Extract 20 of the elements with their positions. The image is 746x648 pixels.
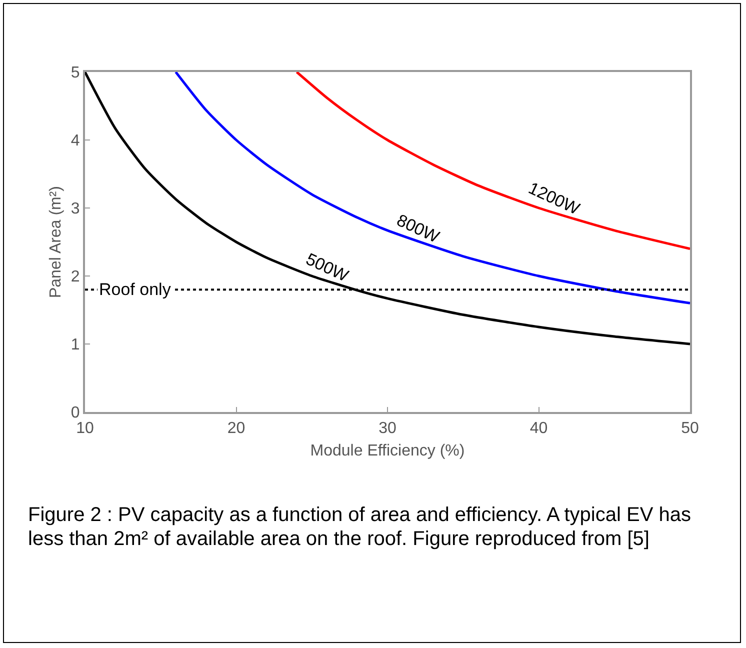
y-tick-label: 2 bbox=[70, 268, 80, 286]
line-series bbox=[85, 72, 690, 346]
annotation: 500W bbox=[303, 250, 352, 286]
x-tick-label: 20 bbox=[227, 420, 246, 438]
x-tick-label: 30 bbox=[378, 420, 396, 438]
x-tick-label: 10 bbox=[76, 420, 94, 438]
y-tick-label: 4 bbox=[70, 132, 80, 150]
annotation: 800W bbox=[394, 210, 442, 247]
y-tick-label: 5 bbox=[70, 64, 80, 82]
y-tick-label: 0 bbox=[70, 404, 80, 422]
ref-line-label: Roof only bbox=[99, 280, 172, 299]
line-series bbox=[296, 72, 690, 250]
x-tick-label: 40 bbox=[530, 420, 548, 438]
line-series bbox=[174, 72, 690, 304]
y-tick-label: 3 bbox=[70, 200, 80, 218]
x-tick-label: 50 bbox=[681, 420, 699, 438]
x-axis-title: Module Efficiency (%) bbox=[310, 442, 465, 460]
y-axis-title: Panel Area (m²) bbox=[47, 186, 64, 298]
y-tick-label: 1 bbox=[70, 336, 80, 354]
caption: Figure 2 : PV capacity as a function of area and efficiency. A typical EV has less than 2m² of available area on the roof. Figure reproduced from [5] bbox=[28, 503, 692, 551]
